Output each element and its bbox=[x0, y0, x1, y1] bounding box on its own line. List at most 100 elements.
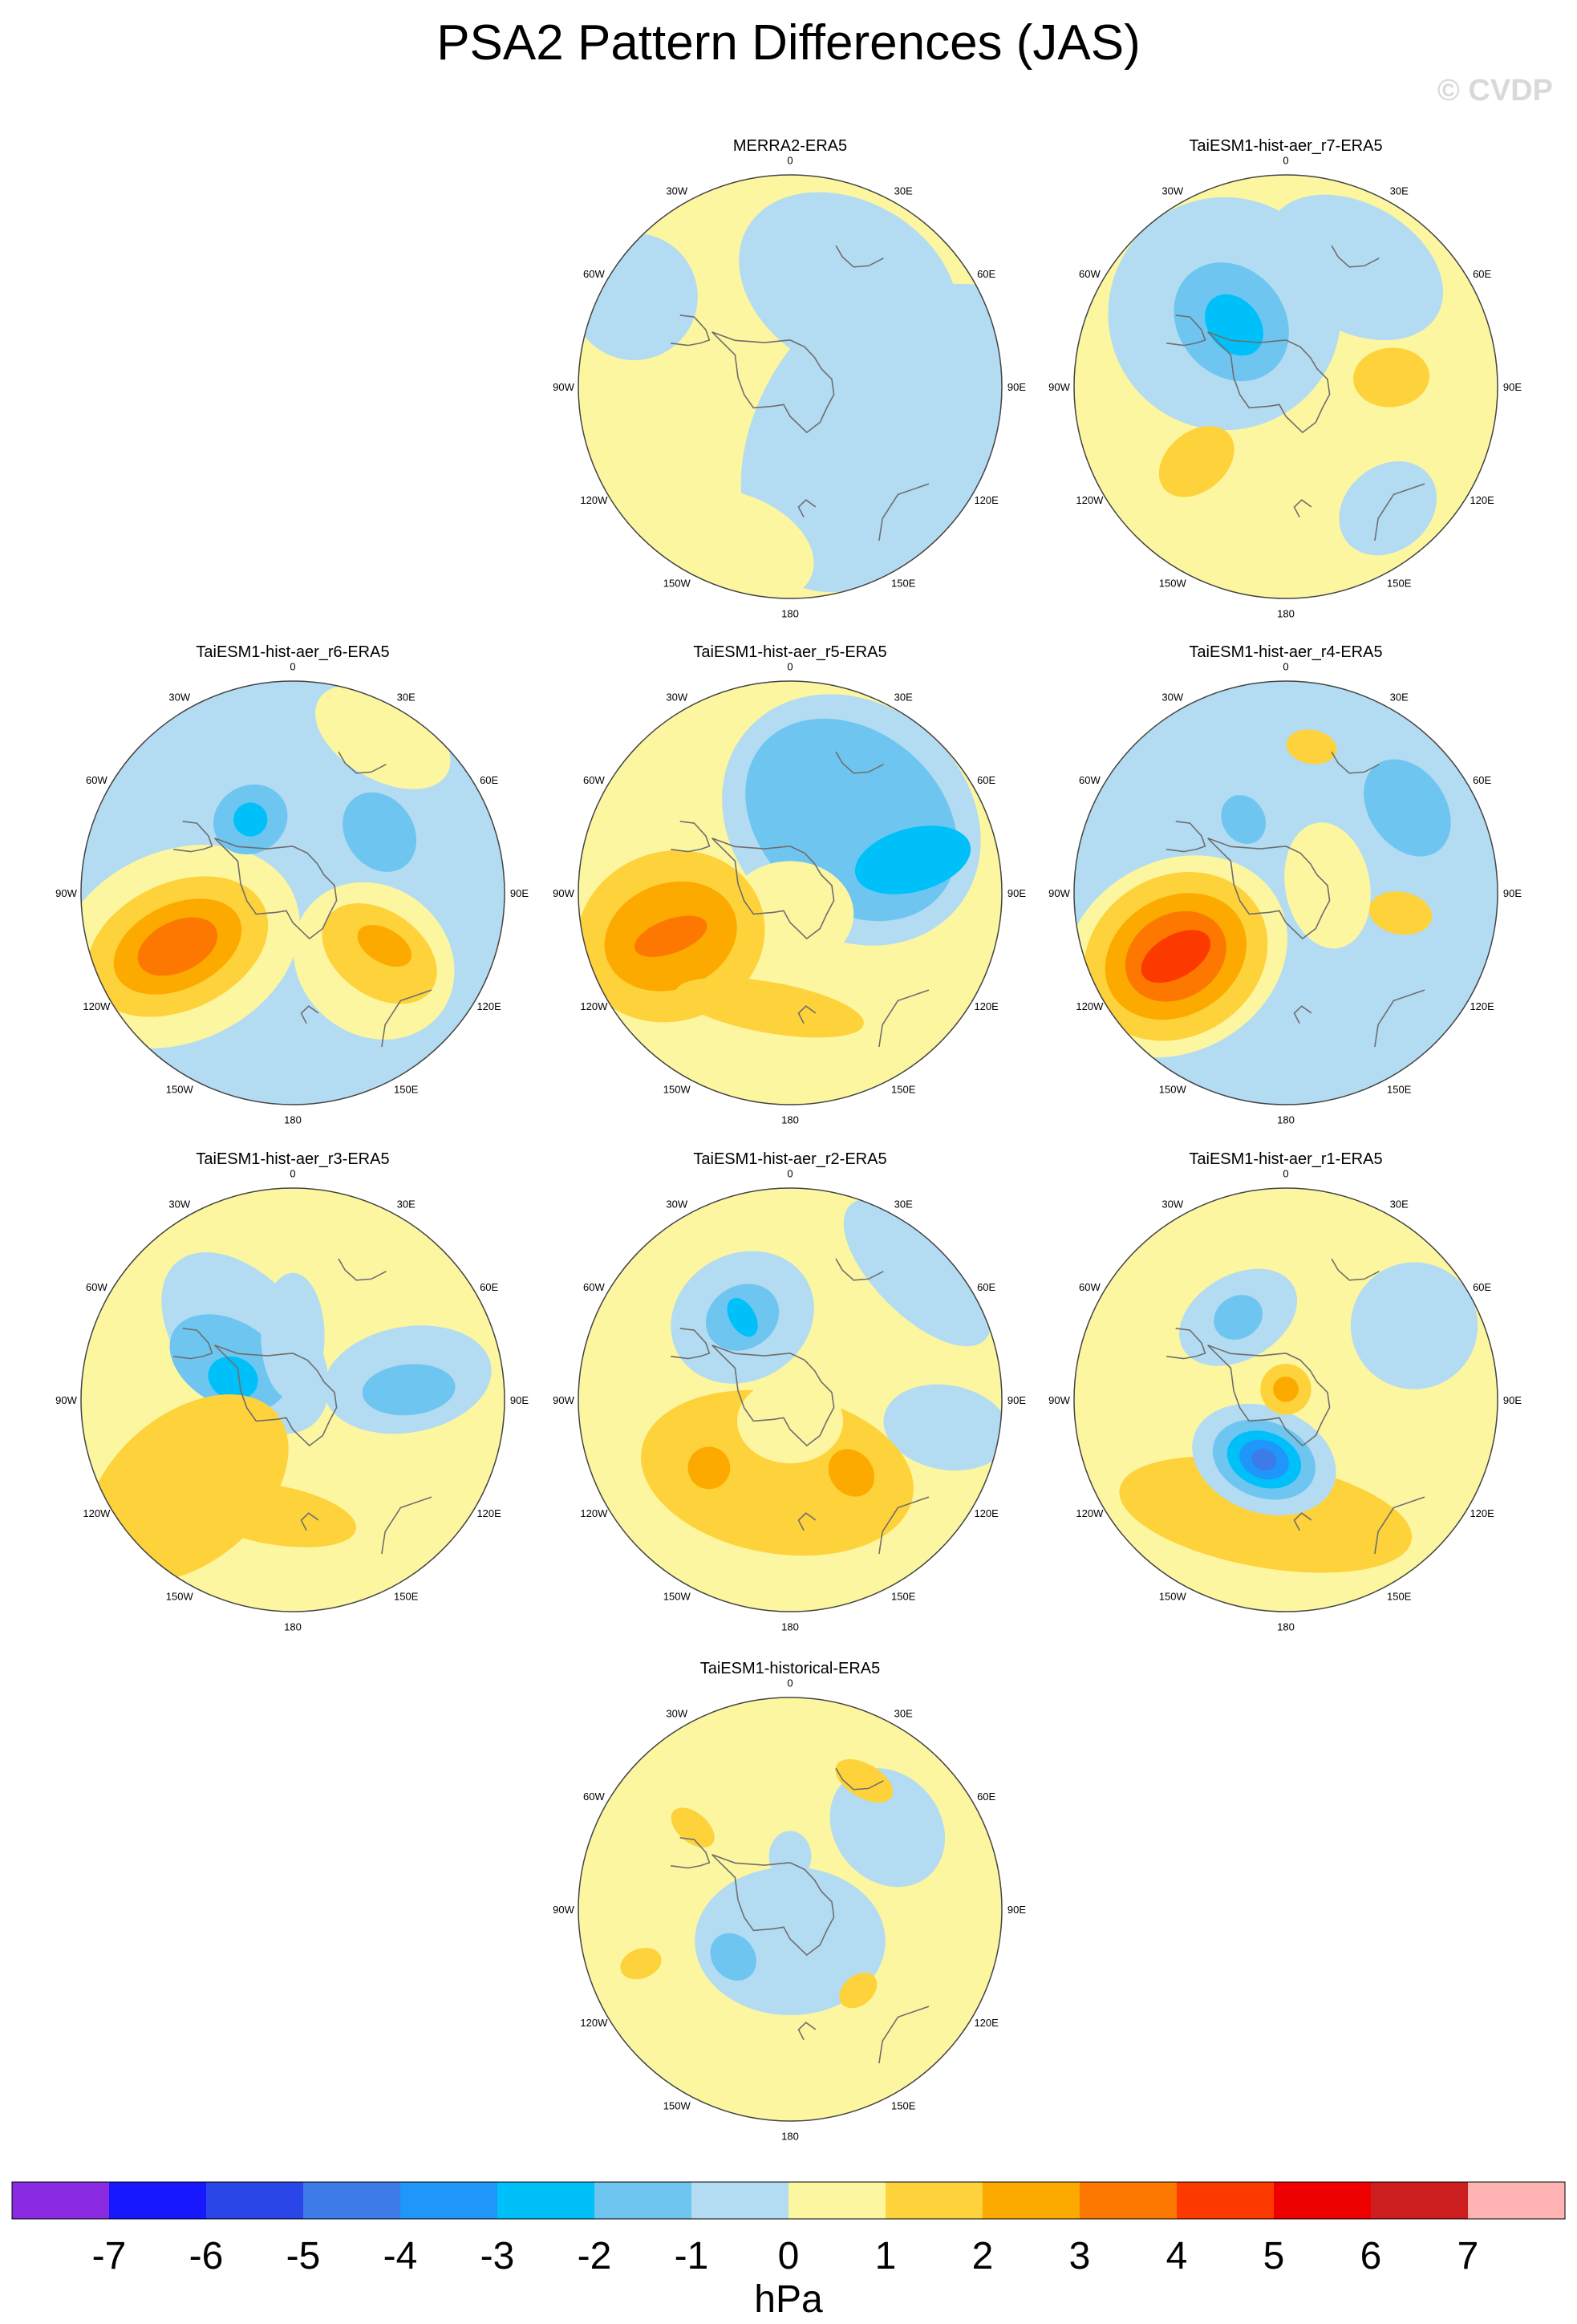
colorbar-tick-label: -3 bbox=[480, 2235, 515, 2277]
longitude-label: 150W bbox=[1159, 1591, 1187, 1603]
contour-region bbox=[1266, 194, 1444, 341]
longitude-label: 90W bbox=[553, 381, 574, 393]
contour-region bbox=[189, 1482, 356, 1547]
colorbar-swatch bbox=[788, 2182, 886, 2219]
coastline bbox=[835, 245, 884, 268]
map-boundary bbox=[80, 680, 505, 1105]
longitude-label: 150E bbox=[394, 1591, 419, 1603]
longitude-label: 90W bbox=[553, 1394, 574, 1406]
longitude-label: 30E bbox=[894, 1198, 913, 1210]
longitude-label: 0 bbox=[1283, 1168, 1288, 1180]
colorbar-tick-label: 1 bbox=[875, 2235, 897, 2277]
longitude-label: 30W bbox=[168, 1198, 190, 1210]
colorbar: -7 -6 -5 -4 -3 -2 -1 0 1 2 3 4 5 6 7 hPa bbox=[11, 2181, 1566, 2321]
contour-region bbox=[883, 1384, 1002, 1471]
colorbar-frame bbox=[11, 2181, 1566, 2220]
longitude-label: 150W bbox=[166, 1084, 194, 1096]
coastline bbox=[797, 1512, 817, 1531]
coastline bbox=[671, 1837, 711, 1869]
longitude-label: 30W bbox=[1161, 1198, 1183, 1210]
panel-title: MERRA2-ERA5 bbox=[733, 137, 847, 155]
longitude-label: 150E bbox=[891, 1591, 916, 1603]
longitude-label: 60E bbox=[1473, 268, 1491, 280]
longitude-label: 0 bbox=[787, 661, 793, 673]
coastline bbox=[1374, 483, 1425, 541]
coastline bbox=[173, 821, 213, 853]
colorbar-swatch bbox=[691, 2182, 789, 2219]
colorbar-swatch bbox=[1274, 2182, 1372, 2219]
coastline bbox=[835, 1258, 884, 1281]
anomaly-field bbox=[81, 1188, 505, 1612]
contour-region bbox=[1350, 1262, 1478, 1389]
map-boundary bbox=[578, 174, 1003, 599]
longitude-label: 60E bbox=[1473, 774, 1491, 786]
longitude-label: 120W bbox=[1076, 494, 1104, 506]
longitude-label: 120W bbox=[580, 494, 608, 506]
longitude-label: 150W bbox=[1159, 1084, 1187, 1096]
longitude-label: 30W bbox=[168, 691, 190, 703]
colorbar-swatch bbox=[109, 2182, 207, 2219]
coastline bbox=[1331, 1258, 1380, 1281]
map-boundary bbox=[1073, 680, 1498, 1105]
colorbar-swatch bbox=[594, 2182, 692, 2219]
colorbar-swatch bbox=[400, 2182, 498, 2219]
coastline bbox=[671, 1328, 711, 1360]
contour-region bbox=[1221, 795, 1267, 844]
coastline bbox=[797, 1005, 817, 1024]
coastline bbox=[1293, 1512, 1312, 1531]
longitude-label: 180 bbox=[781, 607, 799, 619]
longitude-label: 0 bbox=[1283, 155, 1288, 167]
longitude-label: 150E bbox=[1387, 1591, 1412, 1603]
longitude-label: 90E bbox=[1007, 381, 1026, 393]
longitude-label: 90E bbox=[1503, 887, 1522, 899]
longitude-label: 90E bbox=[510, 887, 529, 899]
coastline bbox=[878, 1496, 930, 1555]
longitude-label: 90W bbox=[553, 1904, 574, 1916]
panel-title: TaiESM1-hist-aer_r3-ERA5 bbox=[196, 1150, 389, 1168]
coastline bbox=[711, 1854, 835, 1957]
contour-region bbox=[1251, 1448, 1277, 1470]
coastline bbox=[797, 2022, 817, 2041]
longitude-label: 120E bbox=[476, 1507, 501, 1519]
longitude-label: 60W bbox=[1079, 1281, 1101, 1293]
anomaly-field bbox=[1074, 175, 1498, 598]
coastline bbox=[878, 2006, 930, 2064]
longitude-label: 30W bbox=[666, 1707, 687, 1719]
longitude-label: 60E bbox=[977, 774, 995, 786]
longitude-label: 90E bbox=[1503, 381, 1522, 393]
longitude-label: 120W bbox=[1076, 1000, 1104, 1012]
map-boundary bbox=[80, 1187, 505, 1612]
longitude-label: 60E bbox=[977, 268, 995, 280]
contour-region bbox=[1214, 1295, 1263, 1340]
colorbar-tick-label: 7 bbox=[1457, 2235, 1479, 2277]
contour-region bbox=[620, 1948, 662, 1980]
longitude-label: 120E bbox=[974, 1000, 999, 1012]
longitude-label: 90W bbox=[1048, 1394, 1070, 1406]
contour-region bbox=[137, 917, 218, 976]
longitude-label: 90W bbox=[1048, 381, 1070, 393]
colorbar-swatch bbox=[983, 2182, 1080, 2219]
longitude-label: 150E bbox=[1387, 578, 1412, 590]
colorbar-tick-label: 5 bbox=[1263, 2235, 1285, 2277]
longitude-label: 150E bbox=[1387, 1084, 1412, 1096]
colorbar-tick-label: 2 bbox=[972, 2235, 994, 2277]
longitude-label: 30E bbox=[1390, 185, 1409, 197]
longitude-label: 30W bbox=[666, 185, 687, 197]
coastline bbox=[1374, 989, 1425, 1048]
longitude-label: 180 bbox=[781, 1113, 799, 1125]
colorbar-tick-label: 4 bbox=[1166, 2235, 1188, 2277]
longitude-label: 30E bbox=[894, 185, 913, 197]
coastline bbox=[1207, 838, 1331, 940]
longitude-label: 120W bbox=[580, 1000, 608, 1012]
contour-region bbox=[843, 1199, 991, 1347]
longitude-label: 30W bbox=[1161, 691, 1183, 703]
contour-region bbox=[343, 792, 417, 872]
contour-region bbox=[839, 1973, 878, 2009]
coastline bbox=[214, 838, 338, 940]
